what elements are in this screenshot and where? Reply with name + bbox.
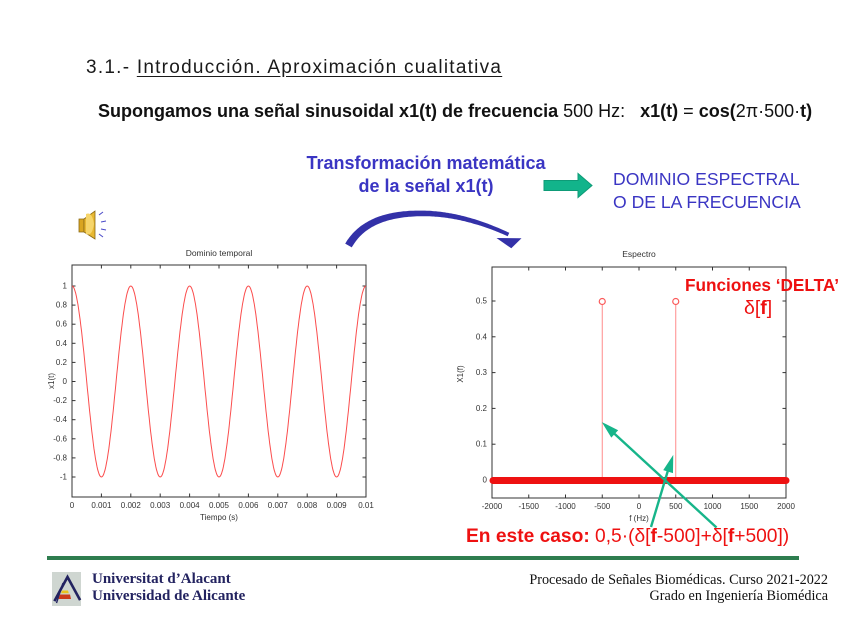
svg-text:0.4: 0.4 [476,332,488,341]
svg-text:Dominio temporal: Dominio temporal [186,248,253,258]
svg-text:0.005: 0.005 [209,501,230,510]
svg-text:-1000: -1000 [555,502,576,511]
svg-text:0.007: 0.007 [268,501,289,510]
svg-text:0.002: 0.002 [121,501,142,510]
svg-text:0.5: 0.5 [476,297,488,306]
svg-text:-500: -500 [594,502,611,511]
svg-text:0.001: 0.001 [91,501,112,510]
svg-text:0.004: 0.004 [180,501,201,510]
svg-text:Tiempo (s): Tiempo (s) [200,513,238,522]
svg-text:-1500: -1500 [519,502,540,511]
svg-text:x1(t): x1(t) [47,373,56,389]
svg-text:-0.8: -0.8 [53,453,67,462]
svg-text:0: 0 [63,377,68,386]
svg-text:0.3: 0.3 [476,368,488,377]
svg-text:Espectro: Espectro [622,249,656,259]
svg-text:2000: 2000 [777,502,795,511]
svg-text:f (Hz): f (Hz) [629,514,649,523]
svg-text:-2000: -2000 [482,502,503,511]
svg-text:0: 0 [70,501,75,510]
svg-text:0.01: 0.01 [358,501,374,510]
svg-text:1000: 1000 [704,502,722,511]
svg-text:500: 500 [669,502,683,511]
svg-text:-0.4: -0.4 [53,415,67,424]
svg-text:0.008: 0.008 [297,501,318,510]
svg-text:0.2: 0.2 [476,404,488,413]
svg-text:0.006: 0.006 [238,501,259,510]
svg-text:-0.2: -0.2 [53,396,67,405]
svg-text:0: 0 [637,502,642,511]
svg-text:1500: 1500 [740,502,758,511]
svg-text:0.6: 0.6 [56,320,68,329]
svg-text:0.009: 0.009 [327,501,348,510]
svg-text:X1(f): X1(f) [456,365,465,383]
svg-text:0: 0 [483,476,488,485]
svg-text:-1: -1 [60,473,68,482]
svg-text:0.8: 0.8 [56,301,68,310]
svg-text:0.003: 0.003 [150,501,171,510]
svg-text:0.2: 0.2 [56,358,68,367]
svg-text:-0.6: -0.6 [53,434,67,443]
svg-text:1: 1 [63,282,68,291]
svg-text:0.4: 0.4 [56,339,68,348]
svg-text:0.1: 0.1 [476,440,488,449]
